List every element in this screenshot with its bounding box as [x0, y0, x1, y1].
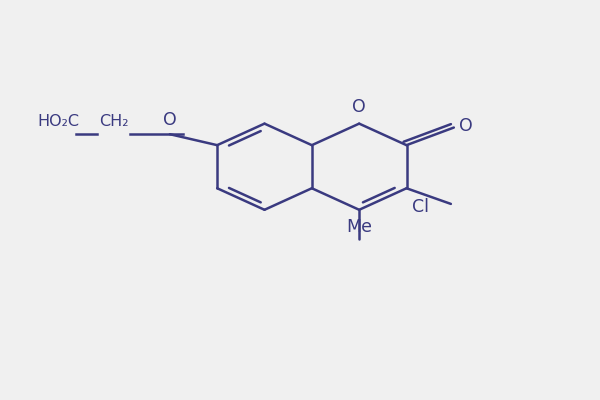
Text: O: O — [458, 117, 472, 135]
Text: HO₂C: HO₂C — [38, 114, 80, 129]
Text: CH₂: CH₂ — [99, 114, 128, 129]
Text: O: O — [163, 111, 177, 129]
Text: Cl: Cl — [412, 198, 430, 216]
Text: Me: Me — [346, 218, 372, 236]
Text: O: O — [352, 98, 366, 116]
